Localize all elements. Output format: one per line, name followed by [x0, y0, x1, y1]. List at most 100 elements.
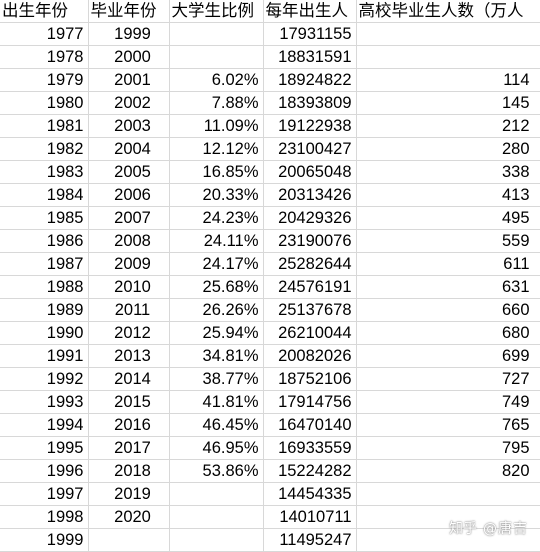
cell-college-ratio[interactable]: 25.68% — [169, 275, 264, 300]
cell-births[interactable]: 14010711 — [263, 505, 357, 530]
cell-graduation-year[interactable]: 2017 — [88, 436, 170, 461]
cell-birth-year[interactable]: 1985 — [0, 206, 89, 231]
cell-births[interactable]: 24576191 — [263, 275, 357, 300]
cell-graduates[interactable]: 212 — [356, 114, 540, 139]
cell-graduation-year[interactable] — [88, 528, 170, 552]
cell-births[interactable]: 23100427 — [263, 137, 357, 162]
cell-birth-year[interactable]: 1997 — [0, 482, 89, 507]
cell-births[interactable]: 14454335 — [263, 482, 357, 507]
cell-birth-year[interactable]: 1991 — [0, 344, 89, 369]
cell-graduates[interactable]: 660 — [356, 298, 540, 323]
cell-graduation-year[interactable]: 2019 — [88, 482, 170, 507]
cell-college-ratio[interactable]: 7.88% — [169, 91, 264, 116]
cell-birth-year[interactable]: 1999 — [0, 528, 89, 552]
cell-graduation-year[interactable]: 2010 — [88, 275, 170, 300]
cell-graduation-year[interactable]: 2012 — [88, 321, 170, 346]
cell-birth-year[interactable]: 1995 — [0, 436, 89, 461]
cell-birth-year[interactable]: 1998 — [0, 505, 89, 530]
cell-birth-year[interactable]: 1986 — [0, 229, 89, 254]
header-cell-births-per-year[interactable]: 每年出生人 — [263, 0, 357, 24]
cell-college-ratio[interactable]: 6.02% — [169, 68, 264, 93]
cell-graduates[interactable] — [356, 528, 540, 552]
cell-graduation-year[interactable]: 2018 — [88, 459, 170, 484]
cell-graduates[interactable]: 413 — [356, 183, 540, 208]
cell-college-ratio[interactable]: 11.09% — [169, 114, 264, 139]
cell-graduates[interactable]: 631 — [356, 275, 540, 300]
cell-graduates[interactable] — [356, 45, 540, 70]
cell-birth-year[interactable]: 1984 — [0, 183, 89, 208]
cell-births[interactable]: 20313426 — [263, 183, 357, 208]
cell-births[interactable]: 17931155 — [263, 22, 357, 47]
cell-graduation-year[interactable]: 2014 — [88, 367, 170, 392]
cell-college-ratio[interactable] — [169, 45, 264, 70]
cell-graduation-year[interactable]: 2007 — [88, 206, 170, 231]
cell-birth-year[interactable]: 1988 — [0, 275, 89, 300]
cell-births[interactable]: 18393809 — [263, 91, 357, 116]
cell-college-ratio[interactable]: 38.77% — [169, 367, 264, 392]
cell-graduation-year[interactable]: 2015 — [88, 390, 170, 415]
cell-graduates[interactable]: 680 — [356, 321, 540, 346]
cell-graduation-year[interactable]: 2011 — [88, 298, 170, 323]
cell-college-ratio[interactable] — [169, 528, 264, 552]
cell-graduation-year[interactable]: 2001 — [88, 68, 170, 93]
cell-graduation-year[interactable]: 2016 — [88, 413, 170, 438]
cell-graduates[interactable]: 749 — [356, 390, 540, 415]
cell-college-ratio[interactable]: 25.94% — [169, 321, 264, 346]
cell-births[interactable]: 20065048 — [263, 160, 357, 185]
cell-birth-year[interactable]: 1982 — [0, 137, 89, 162]
cell-graduation-year[interactable]: 2000 — [88, 45, 170, 70]
cell-college-ratio[interactable]: 26.26% — [169, 298, 264, 323]
header-cell-college-ratio[interactable]: 大学生比例 — [169, 0, 264, 24]
cell-college-ratio[interactable]: 34.81% — [169, 344, 264, 369]
cell-graduates[interactable]: 795 — [356, 436, 540, 461]
cell-birth-year[interactable]: 1980 — [0, 91, 89, 116]
cell-births[interactable]: 18924822 — [263, 68, 357, 93]
cell-graduation-year[interactable]: 2002 — [88, 91, 170, 116]
cell-birth-year[interactable]: 1994 — [0, 413, 89, 438]
cell-birth-year[interactable]: 1992 — [0, 367, 89, 392]
cell-graduates[interactable]: 727 — [356, 367, 540, 392]
cell-birth-year[interactable]: 1989 — [0, 298, 89, 323]
header-cell-graduation-year[interactable]: 毕业年份 — [88, 0, 170, 24]
header-cell-birth-year[interactable]: 出生年份 — [0, 0, 89, 24]
cell-graduation-year[interactable]: 2005 — [88, 160, 170, 185]
cell-births[interactable]: 11495247 — [263, 528, 357, 552]
cell-births[interactable]: 18831591 — [263, 45, 357, 70]
cell-graduates[interactable]: 699 — [356, 344, 540, 369]
cell-birth-year[interactable]: 1978 — [0, 45, 89, 70]
cell-births[interactable]: 19122938 — [263, 114, 357, 139]
cell-birth-year[interactable]: 1979 — [0, 68, 89, 93]
cell-birth-year[interactable]: 1981 — [0, 114, 89, 139]
cell-births[interactable]: 16470140 — [263, 413, 357, 438]
cell-births[interactable]: 20429326 — [263, 206, 357, 231]
cell-college-ratio[interactable]: 12.12% — [169, 137, 264, 162]
cell-births[interactable]: 25137678 — [263, 298, 357, 323]
cell-college-ratio[interactable]: 24.11% — [169, 229, 264, 254]
cell-graduates[interactable]: 145 — [356, 91, 540, 116]
cell-graduates[interactable] — [356, 505, 540, 530]
cell-graduates[interactable]: 280 — [356, 137, 540, 162]
cell-births[interactable]: 18752106 — [263, 367, 357, 392]
cell-births[interactable]: 26210044 — [263, 321, 357, 346]
cell-college-ratio[interactable]: 24.23% — [169, 206, 264, 231]
cell-college-ratio[interactable]: 46.45% — [169, 413, 264, 438]
cell-graduates[interactable] — [356, 22, 540, 47]
cell-college-ratio[interactable] — [169, 22, 264, 47]
cell-graduation-year[interactable]: 2004 — [88, 137, 170, 162]
cell-graduation-year[interactable]: 2009 — [88, 252, 170, 277]
cell-graduates[interactable]: 765 — [356, 413, 540, 438]
cell-college-ratio[interactable] — [169, 482, 264, 507]
cell-graduates[interactable]: 495 — [356, 206, 540, 231]
cell-birth-year[interactable]: 1983 — [0, 160, 89, 185]
cell-births[interactable]: 23190076 — [263, 229, 357, 254]
cell-birth-year[interactable]: 1990 — [0, 321, 89, 346]
cell-graduation-year[interactable]: 2003 — [88, 114, 170, 139]
cell-graduates[interactable]: 338 — [356, 160, 540, 185]
cell-graduation-year[interactable]: 1999 — [88, 22, 170, 47]
cell-college-ratio[interactable]: 53.86% — [169, 459, 264, 484]
cell-college-ratio[interactable]: 16.85% — [169, 160, 264, 185]
cell-graduates[interactable] — [356, 482, 540, 507]
cell-graduation-year[interactable]: 2013 — [88, 344, 170, 369]
cell-college-ratio[interactable]: 20.33% — [169, 183, 264, 208]
header-cell-graduates[interactable]: 高校毕业生人数（万人 — [356, 0, 540, 24]
